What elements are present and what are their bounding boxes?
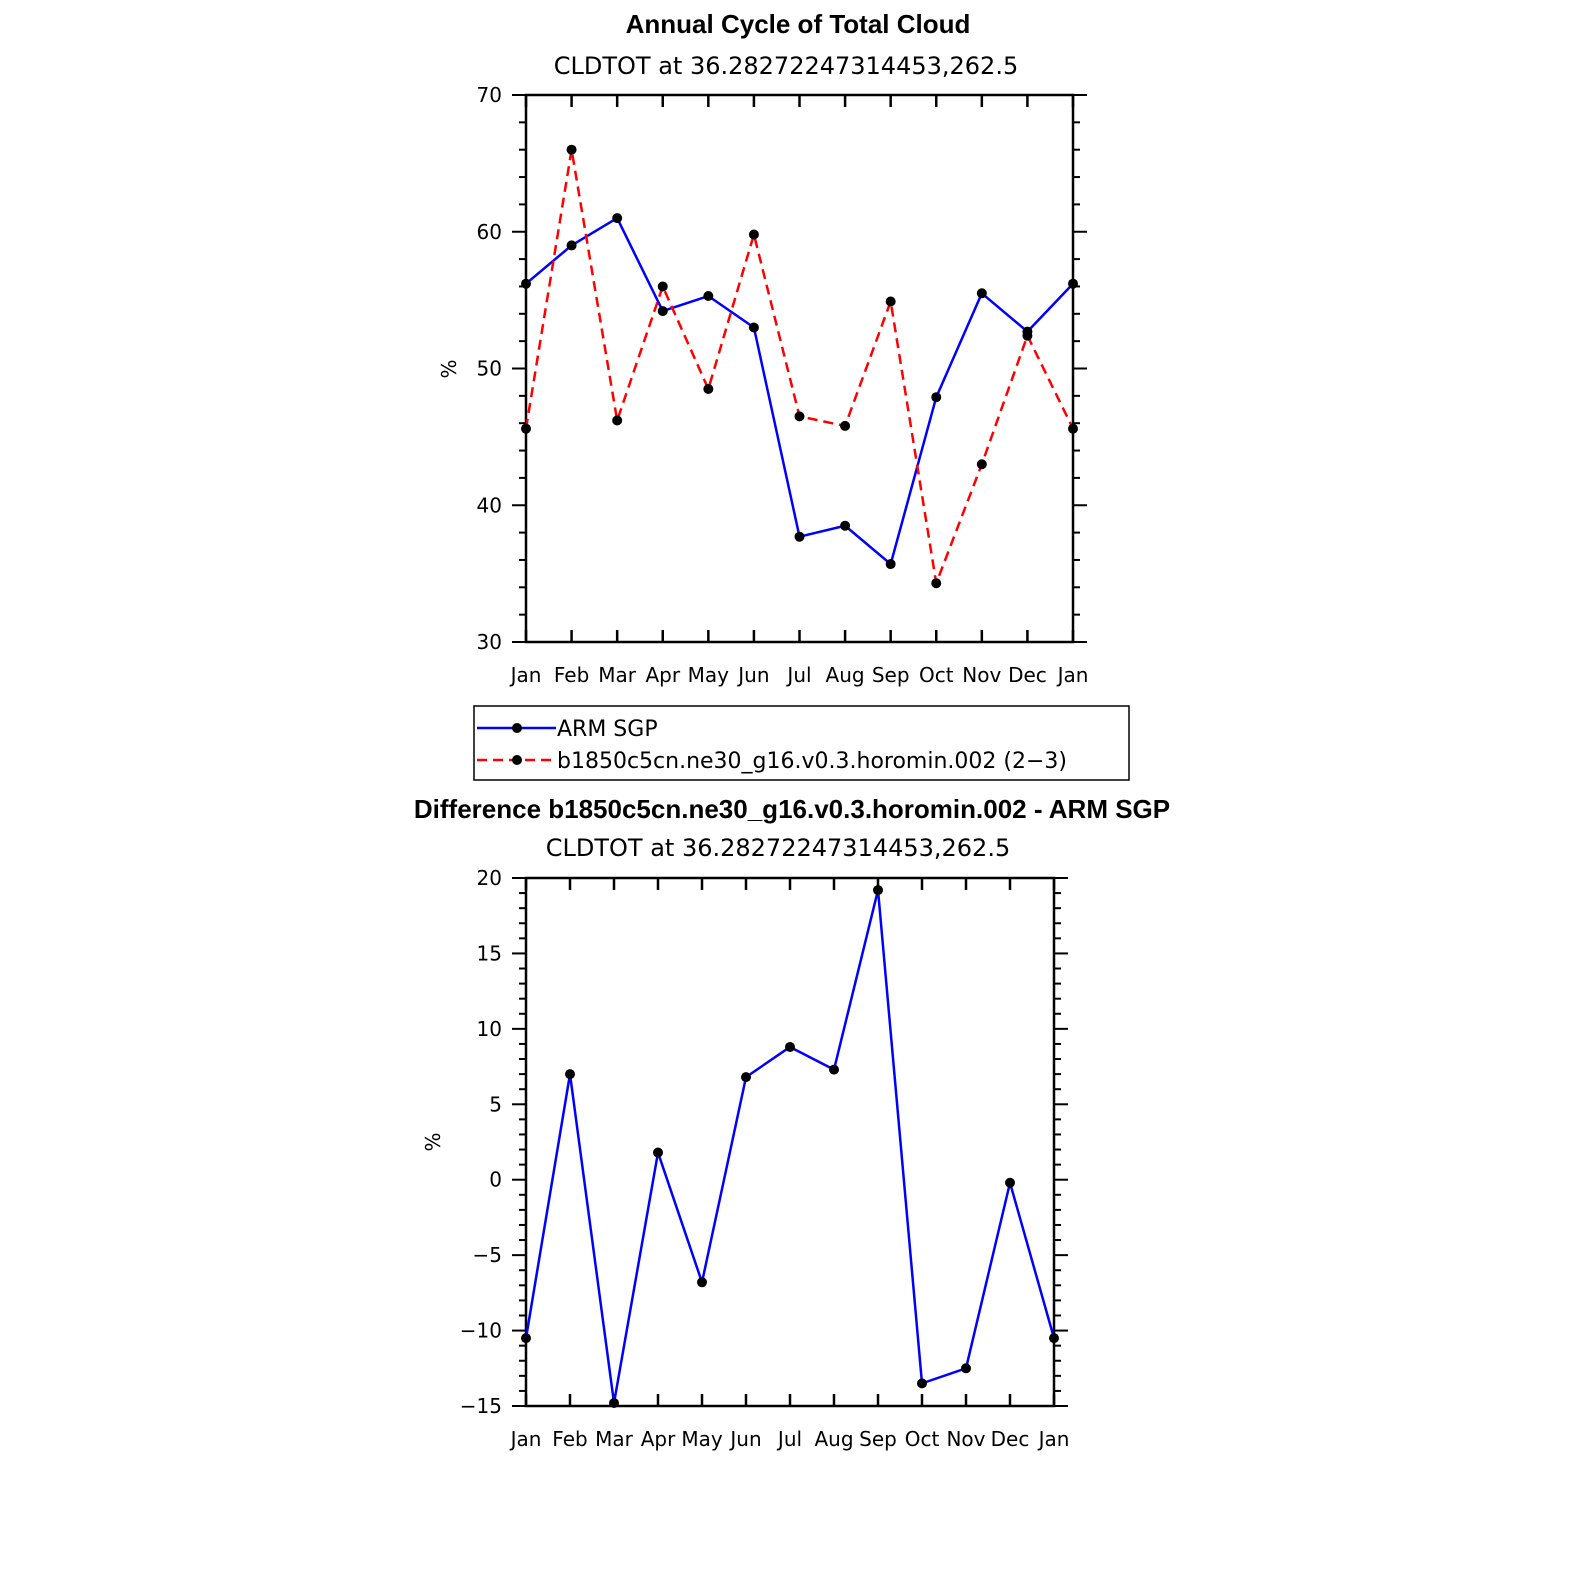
bottom-series-0-point: [917, 1378, 927, 1389]
top-series-1-point: [1022, 330, 1033, 341]
top-chart-subtitle: CLDTOT at 36.28272247314453,262.5: [554, 52, 1018, 80]
bottom-chart-ticks: Jan Feb Mar Apr May Jun Jul Aug Sep Oct Nov Dec Jan−…: [460, 866, 1070, 1451]
top-series-1-point: [657, 281, 668, 292]
top-series-0-point: [794, 531, 805, 542]
top-x-tick-label: Dec: [1008, 663, 1047, 687]
top-series-1-point: [931, 578, 942, 589]
bottom-series-0-point: [961, 1363, 971, 1374]
bottom-chart-series: [521, 885, 1059, 1408]
top-series-0-point: [566, 240, 577, 251]
bottom-series-0-point: [829, 1064, 839, 1075]
top-y-tick-label: 40: [477, 493, 502, 517]
top-x-tick-label: Mar: [598, 663, 637, 687]
bottom-series-0-point: [785, 1041, 795, 1052]
bottom-y-tick-label: 10: [477, 1017, 502, 1041]
top-x-tick-label: Oct: [919, 663, 954, 687]
top-series-line-0: [525, 216, 1074, 566]
bottom-chart-y-axis-label: %: [421, 1132, 445, 1151]
top-x-tick-label: Aug: [826, 663, 865, 687]
bottom-x-tick-label: Aug: [814, 1427, 853, 1451]
top-x-tick-label: Jul: [785, 663, 811, 687]
bottom-x-tick-label: Dec: [991, 1427, 1030, 1451]
bottom-y-tick-label: −10: [460, 1319, 502, 1343]
bottom-x-tick-label: Nov: [946, 1427, 985, 1451]
bottom-x-tick-label: Jan: [509, 1427, 542, 1451]
top-series-1-point: [794, 411, 805, 422]
bottom-series-line-0: [524, 888, 1056, 1405]
top-series-0-point: [748, 322, 759, 333]
top-series-0-point: [840, 520, 851, 531]
legend-marker-arm-sgp: [512, 723, 522, 733]
bottom-series-0-point: [565, 1069, 575, 1080]
legend-box: [473, 705, 1130, 781]
top-series-1-point: [703, 384, 714, 395]
top-y-tick-label: 70: [477, 83, 502, 107]
top-x-tick-label: Sep: [872, 663, 910, 687]
bottom-series-0-point: [873, 885, 883, 896]
legend-label-model: b1850c5cn.ne30_g16.v0.3.horomin.002 (2−3…: [557, 749, 1067, 774]
bottom-x-tick-label: Mar: [595, 1427, 634, 1451]
top-series-1-point: [976, 459, 987, 470]
bottom-x-tick-label: Jan: [1037, 1427, 1070, 1451]
bottom-x-tick-label: Feb: [552, 1427, 587, 1451]
top-series-0-point: [976, 288, 987, 299]
bottom-series-0-point: [1005, 1177, 1015, 1188]
top-series-0-point: [521, 278, 531, 289]
top-series-line-1: [524, 148, 1075, 585]
bottom-y-tick-label: −5: [473, 1243, 502, 1267]
bottom-x-tick-label: May: [681, 1427, 723, 1451]
top-chart-series: [521, 144, 1078, 589]
bottom-x-tick-label: Jul: [776, 1427, 802, 1451]
top-y-tick-label: 30: [477, 630, 502, 654]
legend-marker-model: [512, 755, 522, 765]
top-chart: Annual Cycle of Total Cloud CLDTOT at 36…: [437, 9, 1130, 781]
top-series-0-point: [703, 291, 714, 302]
bottom-x-tick-label: Apr: [641, 1427, 676, 1451]
top-series-0-point: [885, 559, 896, 570]
legend-label-arm-sgp: ARM SGP: [557, 717, 658, 742]
bottom-y-tick-label: 5: [489, 1092, 502, 1116]
bottom-chart-title: Difference b1850c5cn.ne30_g16.v0.3.horom…: [414, 794, 1170, 824]
bottom-x-tick-label: Jun: [728, 1427, 761, 1451]
bottom-series-0-point: [1049, 1333, 1059, 1344]
bottom-y-tick-label: 15: [477, 941, 502, 965]
top-x-tick-label: Nov: [962, 663, 1001, 687]
top-series-1-point: [885, 296, 896, 307]
top-series-1-point: [1068, 423, 1078, 434]
bottom-y-tick-label: −15: [460, 1394, 502, 1418]
top-series-1-point: [566, 144, 577, 155]
top-series-1-point: [748, 229, 759, 240]
top-series-0-point: [657, 306, 668, 317]
bottom-chart-subtitle: CLDTOT at 36.28272247314453,262.5: [546, 834, 1010, 862]
top-series-1-point: [612, 415, 623, 426]
top-y-tick-label: 50: [477, 357, 502, 381]
top-chart-ticks: Jan Feb Mar Apr May Jun Jul Aug Sep Oct Nov Dec Jan 3…: [477, 83, 1089, 687]
top-series-0-point: [612, 213, 623, 224]
top-x-tick-label: Apr: [645, 663, 680, 687]
bottom-x-tick-label: Sep: [859, 1427, 897, 1451]
bottom-series-0-point: [609, 1397, 619, 1408]
top-x-tick-label: Jan: [509, 663, 542, 687]
top-y-tick-label: 60: [477, 220, 502, 244]
top-series-1-point: [840, 420, 851, 431]
bottom-series-0-point: [653, 1147, 663, 1158]
bottom-series-0-point: [521, 1333, 531, 1344]
top-x-tick-label: Feb: [554, 663, 589, 687]
bottom-chart: Difference b1850c5cn.ne30_g16.v0.3.horom…: [414, 794, 1170, 1451]
top-x-tick-label: Jan: [1056, 663, 1089, 687]
top-chart-title: Annual Cycle of Total Cloud: [626, 9, 971, 39]
top-x-tick-label: Jun: [736, 663, 769, 687]
top-chart-y-axis-label: %: [437, 359, 461, 378]
top-series-0-point: [1068, 278, 1078, 289]
bottom-x-tick-label: Oct: [905, 1427, 940, 1451]
bottom-series-0-point: [741, 1072, 751, 1083]
top-series-1-point: [521, 423, 531, 434]
top-series-0-point: [931, 392, 942, 403]
bottom-series-0-point: [697, 1277, 707, 1288]
bottom-y-tick-label: 20: [477, 866, 502, 890]
top-chart-legend: ARM SGP b1850c5cn.ne30_g16.v0.3.horomin.…: [473, 705, 1130, 781]
bottom-y-tick-label: 0: [489, 1168, 502, 1192]
top-x-tick-label: May: [688, 663, 730, 687]
